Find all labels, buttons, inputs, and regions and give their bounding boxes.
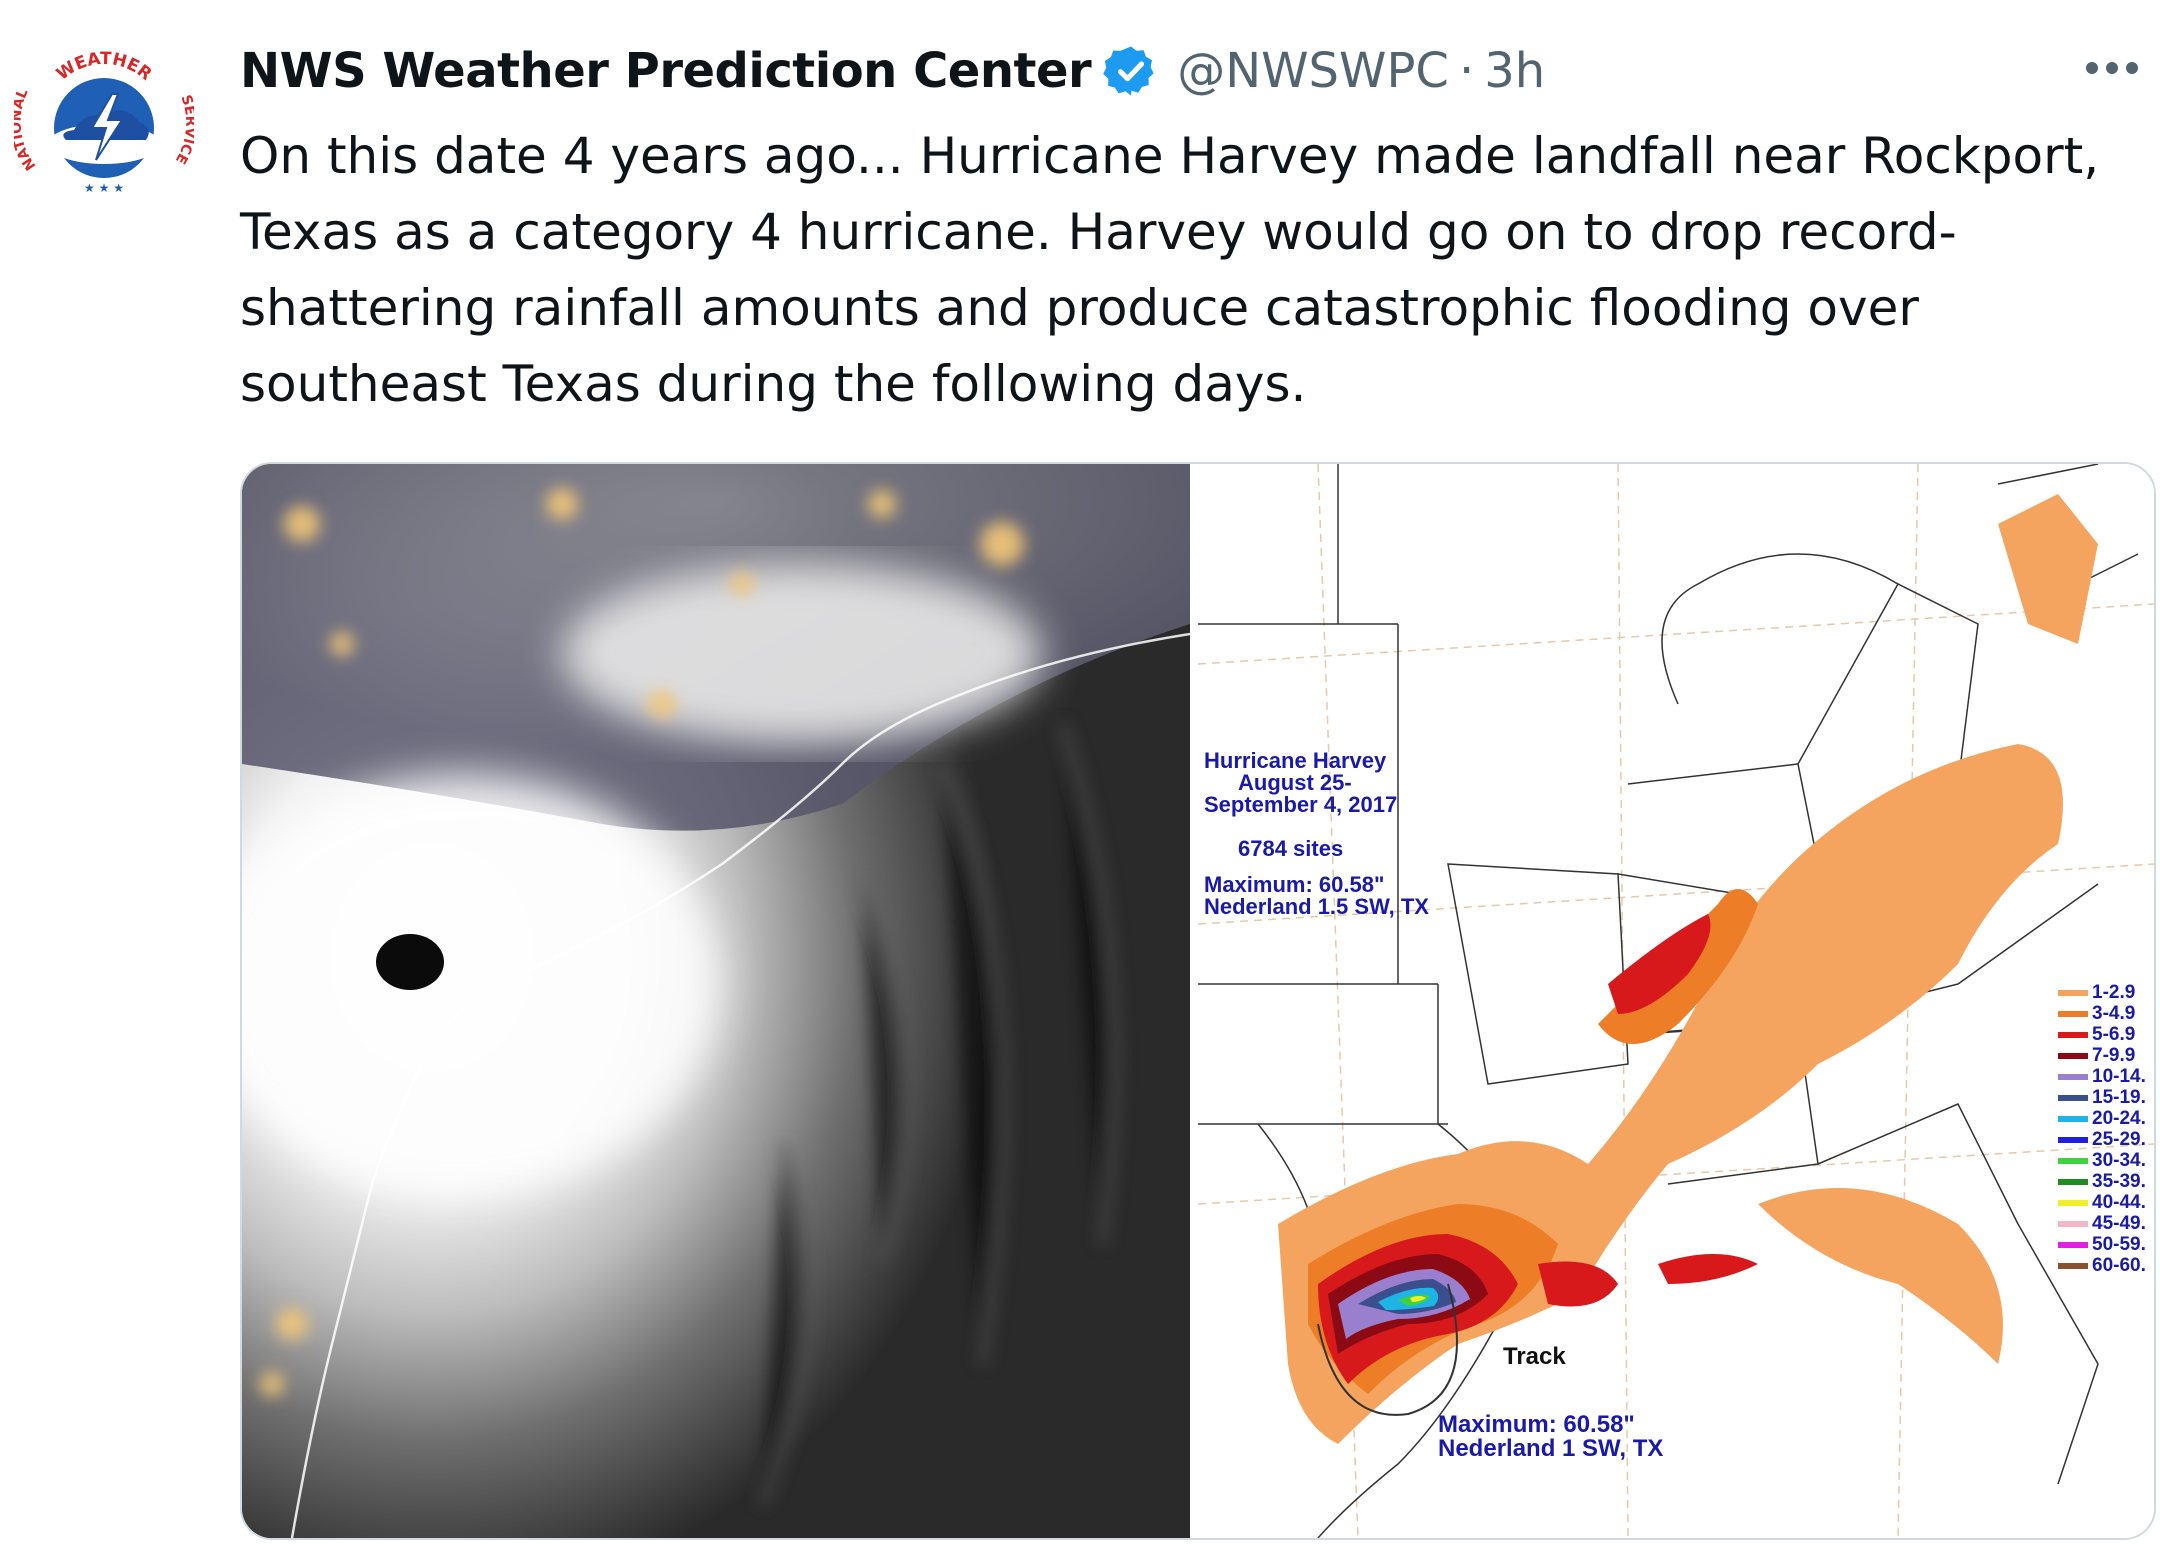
author-name[interactable]: NWS Weather Prediction Center [240,43,1092,99]
rainfall-map[interactable]: Hurricane Harvey August 25- September 4,… [1198,464,2154,1538]
author-handle[interactable]: @NWSWPC [1177,43,1449,99]
legend-swatch [2058,990,2088,996]
verified-badge-icon [1103,46,1154,96]
legend-swatch [2058,1158,2088,1164]
map-max-label-1: Maximum: 60.58" [1204,872,1384,897]
tweet-timestamp[interactable]: 3h [1484,43,1546,99]
legend-label: 7-9.9 [2092,1045,2135,1066]
legend-label: 3-4.9 [2092,1003,2135,1024]
legend-swatch [2058,1095,2088,1101]
lightning-icon [90,93,124,161]
legend-label: 50-59. [2092,1234,2146,1255]
map-title-line-2: August 25- [1238,770,1352,795]
map-title-line-1: Hurricane Harvey [1204,748,1387,773]
media-container[interactable]: Hurricane Harvey August 25- September 4,… [240,462,2156,1540]
legend-swatch [2058,1011,2088,1017]
legend-label: 60-60. [2092,1255,2146,1276]
legend-swatch [2058,1074,2088,1080]
legend-label: 35-39. [2092,1171,2146,1192]
media-divider [1190,464,1198,1538]
legend-label: 45-49. [2092,1213,2146,1234]
more-horizontal-icon[interactable] [2080,46,2144,90]
svg-text:★ ★ ★: ★ ★ ★ [84,181,124,195]
legend-swatch [2058,1116,2088,1122]
tweet-header: NWS Weather Prediction Center @NWSWPC · … [240,36,1545,106]
track-label: Track [1503,1343,1566,1370]
legend-swatch [2058,1200,2088,1206]
legend-swatch [2058,1032,2088,1038]
legend-swatch [2058,1053,2088,1059]
legend-label: 10-14. [2092,1066,2146,1087]
legend-label: 20-24. [2092,1108,2146,1129]
nws-logo-avatar[interactable]: WEATHER NATIONAL SERVICE ★ ★ ★ [14,32,194,212]
tweet-text: On this date 4 years ago... Hurricane Ha… [240,127,2100,413]
coastline [290,632,1190,1538]
legend-swatch [2058,1242,2088,1248]
rainfall-shading [1278,494,2098,1444]
legend-label: 15-19. [2092,1087,2146,1108]
map-max-bottom-2: Nederland 1 SW, TX [1438,1435,1663,1462]
legend-label: 30-34. [2092,1150,2146,1171]
map-max-bottom-1: Maximum: 60.58" [1438,1411,1635,1438]
hurricane-eye [376,934,444,990]
legend-swatch [2058,1263,2088,1269]
map-sites-count: 6784 sites [1238,836,1343,861]
legend-swatch [2058,1179,2088,1185]
legend-label: 25-29. [2092,1129,2146,1150]
legend-swatch [2058,1137,2088,1143]
map-legend: 1-2.93-4.95-6.97-9.910-14.15-19.20-24.25… [2058,982,2146,1276]
legend-swatch [2058,1221,2088,1227]
map-max-label-2: Nederland 1.5 SW, TX [1204,894,1429,919]
legend-label: 40-44. [2092,1192,2146,1213]
legend-label: 1-2.9 [2092,982,2135,1003]
hurricane-track [1317,1283,1458,1416]
map-title-line-3: September 4, 2017 [1204,792,1397,817]
legend-label: 5-6.9 [2092,1024,2135,1045]
separator-dot: · [1458,43,1475,99]
satellite-image[interactable] [242,464,1190,1538]
